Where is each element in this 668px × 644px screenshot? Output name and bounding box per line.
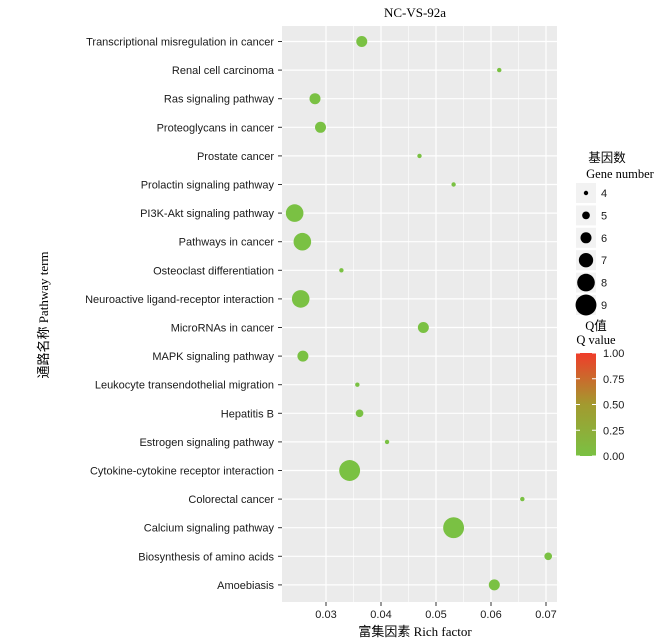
data-point <box>384 439 390 445</box>
panel-background <box>282 26 557 602</box>
color-legend-title-en: Q value <box>576 333 616 347</box>
y-tick-label: MAPK signaling pathway <box>152 351 274 363</box>
size-legend-label: 5 <box>601 210 607 222</box>
color-legend-label: 1.00 <box>603 348 624 360</box>
size-legend-dot <box>575 294 597 316</box>
size-legend-title-en: Gene number <box>586 167 655 181</box>
y-tick-label: Colorectal cancer <box>188 494 274 506</box>
color-legend-label: 0.75 <box>603 374 624 386</box>
y-tick-label: Calcium signaling pathway <box>144 523 275 535</box>
size-legend-label: 8 <box>601 278 607 290</box>
size-legend-dot <box>578 253 594 268</box>
y-tick-label: Cytokine-cytokine receptor interaction <box>90 466 274 478</box>
x-axis: 0.03 0.04 0.05 0.06 0.07 <box>315 602 557 621</box>
data-point <box>355 382 360 387</box>
color-legend-title-zh: Q值 <box>585 318 607 333</box>
size-legend-label: 4 <box>601 188 607 200</box>
y-tick-label: PI3K-Akt signaling pathway <box>140 208 274 220</box>
y-tick-label: Proteoglycans in cancer <box>157 122 275 134</box>
x-tick-label: 0.05 <box>425 609 446 621</box>
x-tick-label: 0.07 <box>535 609 556 621</box>
color-legend-label: 0.00 <box>603 451 624 463</box>
data-point <box>355 409 364 418</box>
y-axis-label: 通路名称 Pathway term <box>36 251 51 378</box>
color-legend-label: 0.25 <box>603 425 624 437</box>
plot-panel <box>282 26 557 602</box>
data-point <box>417 153 422 159</box>
size-legend-dot <box>582 211 590 220</box>
size-legend-label: 9 <box>601 300 607 312</box>
y-tick-label: Ras signaling pathway <box>164 94 275 106</box>
data-point <box>293 232 312 251</box>
x-tick-label: 0.04 <box>370 609 391 621</box>
data-point <box>451 182 456 187</box>
data-point <box>544 552 553 561</box>
size-legend-dot <box>580 232 592 244</box>
color-legend: Q值 Q value 1.00 0.75 0.50 0.25 0.00 <box>576 318 624 463</box>
y-tick-label: Biosynthesis of amino acids <box>138 551 274 563</box>
color-legend-bar <box>576 353 596 456</box>
size-legend-title-zh: 基因数 <box>588 150 626 165</box>
y-tick-label: Estrogen signaling pathway <box>139 437 274 449</box>
data-point <box>291 290 310 308</box>
y-tick-label: Leukocyte transendothelial migration <box>95 380 274 392</box>
data-point <box>309 93 321 105</box>
size-legend: 基因数 Gene number 4 5 6 7 8 9 <box>575 150 655 316</box>
y-tick-label: Prostate cancer <box>197 151 274 163</box>
y-tick-label: Renal cell carcinoma <box>172 65 275 77</box>
data-point <box>285 204 304 222</box>
data-point <box>443 517 465 539</box>
y-tick-label: Pathways in cancer <box>179 237 275 249</box>
chart-title: NC-VS-92a <box>384 5 446 20</box>
data-point <box>520 496 525 502</box>
data-point <box>315 121 326 133</box>
y-axis: Transcriptional misregulation in cancer R… <box>85 37 282 592</box>
data-point <box>488 579 500 591</box>
x-tick-label: 0.03 <box>315 609 336 621</box>
y-tick-label: Prolactin signaling pathway <box>141 180 275 192</box>
data-point <box>356 36 368 47</box>
size-legend-dot <box>583 190 589 196</box>
data-point <box>339 460 361 481</box>
y-tick-label: Osteoclast differentiation <box>153 265 274 277</box>
y-tick-label: Amoebiasis <box>217 580 274 592</box>
y-tick-label: Neuroactive ligand-receptor interaction <box>85 294 274 306</box>
y-tick-label: Transcriptional misregulation in cancer <box>86 37 274 49</box>
size-legend-label: 7 <box>601 255 607 267</box>
data-point <box>297 350 309 362</box>
x-tick-label: 0.06 <box>480 609 501 621</box>
color-legend-label: 0.50 <box>603 400 624 412</box>
data-point <box>497 67 502 73</box>
size-legend-label: 6 <box>601 233 607 245</box>
y-tick-label: Hepatitis B <box>221 408 274 420</box>
data-point <box>417 322 429 333</box>
size-legend-dot <box>577 273 595 292</box>
x-axis-label: 富集因素 Rich factor <box>358 624 472 639</box>
data-points <box>285 36 553 591</box>
y-tick-label: MicroRNAs in cancer <box>171 323 275 335</box>
data-point <box>339 268 344 273</box>
